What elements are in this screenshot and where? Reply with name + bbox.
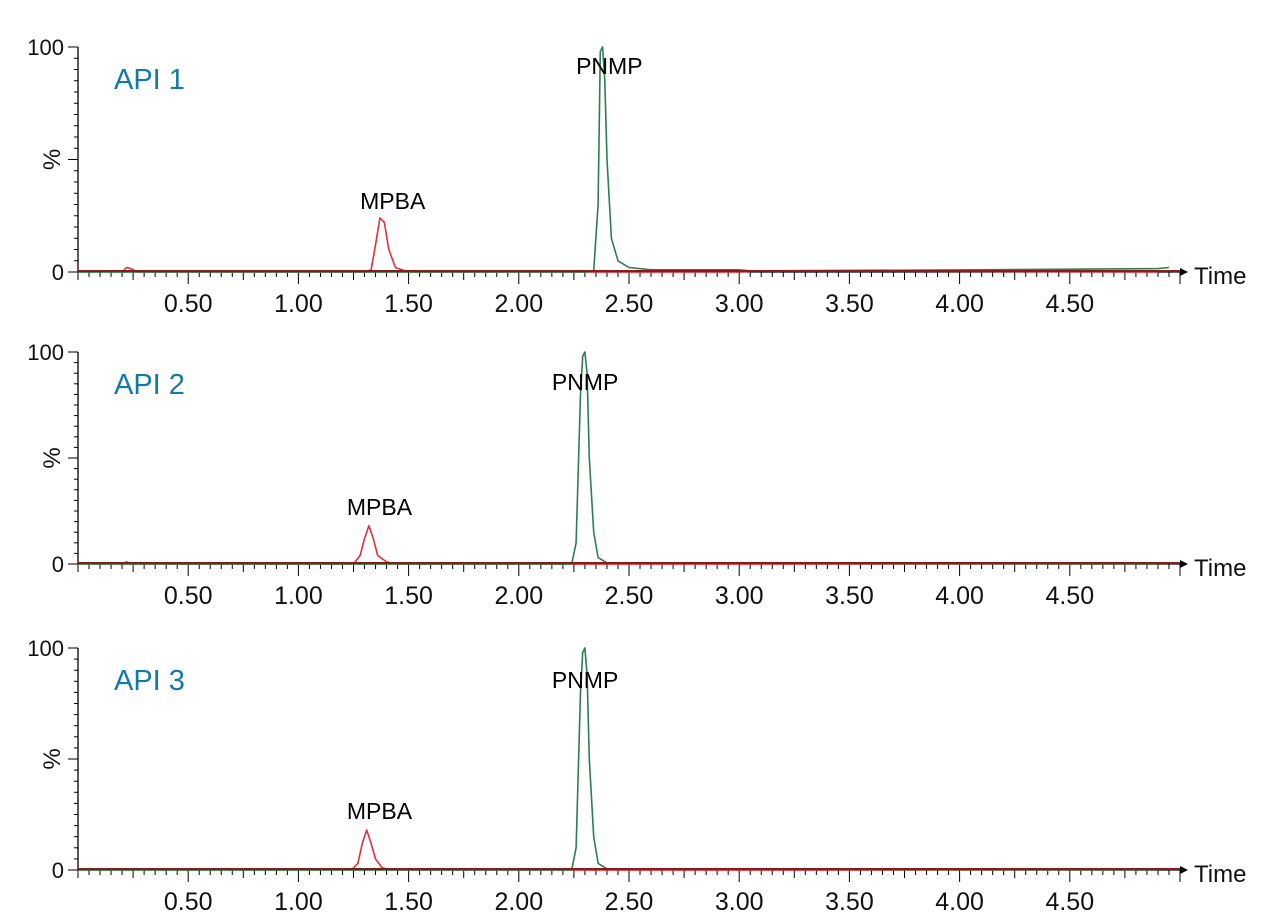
x-tick-label: 4.00 [935, 290, 984, 318]
series-line-green [78, 647, 1159, 871]
y-axis-title: % [39, 447, 66, 468]
x-tick-label: 2.00 [494, 290, 543, 318]
x-tick-label: 0.50 [164, 888, 213, 916]
panel-title: API 3 [114, 665, 185, 697]
peak-annotation: PNMP [576, 53, 642, 79]
panel-title: API 1 [114, 64, 185, 96]
series-line-green [78, 351, 1159, 565]
panel-title: API 2 [114, 369, 185, 401]
x-tick-label: 4.50 [1045, 582, 1094, 610]
chart-panel-3: 0 100% 0.50 1.00 1.50 2.00 2.50 3.00 3.50 4.00 4.5… [27, 636, 1246, 916]
x-axis-title: Time [1194, 263, 1246, 290]
x-axis-arrow [1180, 560, 1188, 568]
x-tick-label: 3.50 [825, 582, 874, 610]
peak-annotation: MPBA [347, 494, 413, 520]
y-axis-title: % [39, 149, 66, 170]
y-axis-title: % [39, 748, 66, 769]
chart-panel-1: 0 100% 0.50 1.00 1.50 2.00 2.50 3.00 3.50 4.00 4.5… [27, 35, 1246, 318]
series-line-red [121, 524, 1158, 565]
x-tick-label: 2.50 [605, 290, 654, 318]
y-tick-label: 100 [27, 35, 64, 60]
x-axis-arrow [1180, 268, 1188, 276]
x-tick-label: 4.00 [935, 888, 984, 916]
x-tick-label: 1.50 [384, 582, 433, 610]
x-tick-label: 0.50 [164, 290, 213, 318]
peak-annotation: PNMP [552, 369, 618, 395]
x-tick-label: 4.00 [935, 582, 984, 610]
x-tick-label: 3.00 [715, 290, 764, 318]
x-tick-label: 1.00 [274, 290, 323, 318]
x-tick-label: 4.50 [1045, 290, 1094, 318]
x-tick-label: 3.00 [715, 888, 764, 916]
x-tick-label: 2.00 [494, 582, 543, 610]
y-tick-label: 0 [52, 858, 64, 883]
x-axis-title: Time [1194, 555, 1246, 582]
y-tick-label: 0 [52, 552, 64, 577]
x-tick-label: 2.00 [494, 888, 543, 916]
x-tick-label: 3.50 [825, 290, 874, 318]
peak-annotation: MPBA [347, 798, 413, 824]
chart-panel-2: 0 100% 0.50 1.00 1.50 2.00 2.50 3.00 3.50 4.00 4.5… [27, 340, 1246, 610]
peak-annotation: MPBA [360, 188, 426, 214]
peak-annotation: PNMP [552, 667, 618, 693]
series-line-red [350, 829, 1158, 871]
x-tick-label: 1.00 [274, 582, 323, 610]
x-tick-label: 0.50 [164, 582, 213, 610]
y-tick-label: 0 [52, 260, 64, 285]
y-tick-label: 100 [27, 636, 64, 661]
x-tick-label: 1.50 [384, 888, 433, 916]
x-tick-label: 1.00 [274, 888, 323, 916]
x-tick-label: 3.50 [825, 888, 874, 916]
x-tick-label: 4.50 [1045, 888, 1094, 916]
x-tick-label: 1.50 [384, 290, 433, 318]
x-tick-label: 3.00 [715, 582, 764, 610]
y-tick-label: 100 [27, 340, 64, 365]
x-tick-label: 2.50 [605, 888, 654, 916]
series-line-red [121, 217, 1159, 273]
x-axis-arrow [1180, 866, 1188, 874]
x-tick-label: 2.50 [605, 582, 654, 610]
series-line-green [78, 46, 1170, 273]
x-axis-title: Time [1194, 861, 1246, 888]
